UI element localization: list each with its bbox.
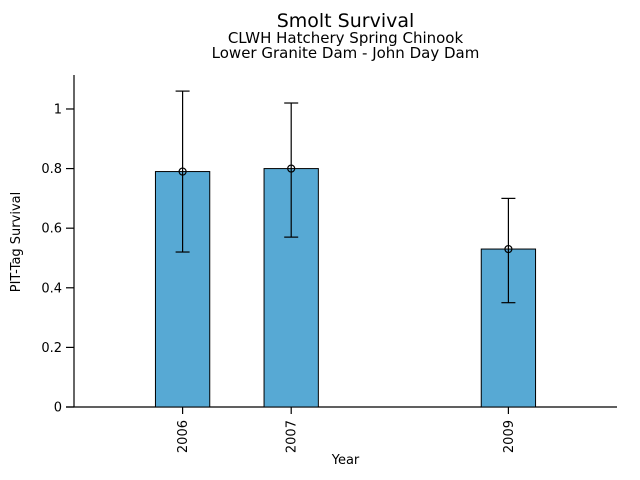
bars [154, 168, 537, 408]
mean-point-marker [178, 167, 187, 176]
mean-point-marker [287, 164, 296, 173]
point-markers [178, 164, 513, 254]
error-bars [175, 90, 516, 304]
x-axis-ticks: 2006 2007 2009 [176, 407, 517, 453]
chart-subtitle-line1: CLWH Hatchery Spring Chinook [227, 29, 464, 47]
x-axis-label: Year [331, 453, 360, 468]
y-axis-ticks: 0 0.2 0.4 0.6 0.8 1 [41, 102, 74, 416]
y-axis-label: PIT-Tag Survival [9, 191, 24, 293]
chart-title: Smolt Survival [276, 10, 415, 32]
chart-subtitle-line2: Lower Granite Dam - John Day Dam [211, 44, 480, 62]
y-tick-label: 0.6 [41, 222, 62, 237]
bar-2007 [263, 168, 319, 408]
y-tick-label: 0.4 [41, 281, 62, 296]
x-tick-label: 2009 [502, 420, 517, 453]
x-tick-label: 2006 [176, 420, 191, 453]
y-tick-label: 0 [54, 401, 62, 416]
mean-point-marker [504, 244, 513, 254]
y-tick-label: 0.8 [41, 162, 62, 177]
y-tick-label: 0.2 [41, 341, 62, 356]
y-tick-label: 1 [54, 102, 62, 117]
x-tick-label: 2007 [285, 420, 300, 453]
